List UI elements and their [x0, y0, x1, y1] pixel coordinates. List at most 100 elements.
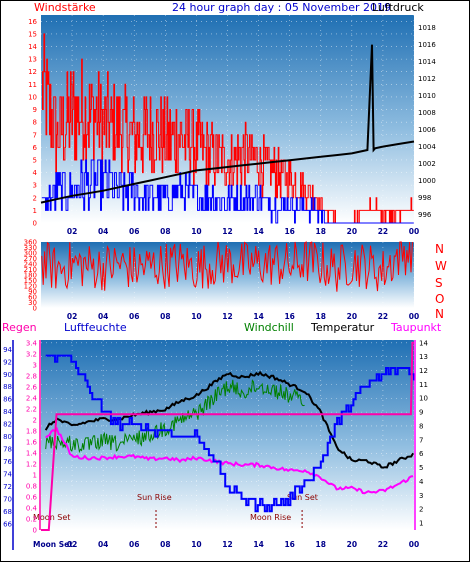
direction-time-tick-label: 00: [409, 312, 419, 321]
temperature-tick-label: 4: [419, 478, 424, 486]
rain-tick-label: 0.6: [26, 493, 38, 501]
climate-time-tick-label: 06: [129, 540, 139, 549]
climate-time-tick-label: 08: [160, 540, 170, 549]
rain-tick-label: 2.6: [26, 383, 38, 391]
taupunkt-label: Taupunkt: [390, 321, 442, 334]
time-tick-label: 06: [129, 227, 139, 236]
pressure-tick-label: 996: [418, 211, 432, 219]
direction-tick-label: 0: [33, 305, 37, 313]
dewpoint-series: [45, 426, 414, 495]
humidity-tick-label: 90: [3, 371, 12, 379]
temperature-tick-label: 10: [419, 395, 428, 403]
direction-tick-label: 240: [24, 261, 37, 269]
humidity-tick-label: 86: [3, 396, 12, 404]
time-tick-label: 08: [160, 227, 170, 236]
wind-tick-label: 3: [33, 182, 37, 190]
humidity-tick-label: 74: [3, 470, 12, 478]
temperature-tick-label: 13: [419, 353, 428, 361]
wind-tick-label: 13: [28, 56, 37, 64]
time-tick-label: 20: [347, 227, 357, 236]
rain-tick-label: 2.4: [26, 394, 38, 402]
direction-time-tick-label: 16: [284, 312, 294, 321]
humidity-tick-label: 92: [3, 358, 12, 366]
rain-tick-label: 0.8: [26, 482, 37, 490]
pressure-tick-label: 1006: [418, 126, 436, 134]
climate-time-tick-label: 00: [409, 540, 419, 549]
climate-time-tick-label: 14: [253, 540, 263, 549]
pressure-tick-label: 1014: [418, 58, 436, 66]
climate-time-tick-label: 20: [347, 540, 357, 549]
compass-o: O: [435, 292, 444, 306]
time-tick-label: 22: [378, 227, 388, 236]
humidity-tick-label: 78: [3, 446, 12, 454]
wind-tick-label: 14: [28, 43, 37, 51]
direction-tick-label: 360: [24, 239, 37, 247]
wind-gust-series: [41, 33, 414, 224]
rain-tick-label: 1: [33, 471, 37, 479]
direction-tick-label: 300: [24, 250, 37, 258]
humidity-tick-label: 82: [3, 421, 12, 429]
rain-tick-label: 0.2: [26, 515, 37, 523]
pressure-tick-label: 1008: [418, 109, 436, 117]
climate-time-tick-label: 10: [191, 540, 201, 549]
temperature-tick-label: 9: [419, 409, 423, 417]
pressure-tick-label: 1004: [418, 143, 436, 151]
humidity-series: [45, 354, 415, 513]
humidity-tick-label: 66: [3, 520, 12, 528]
windchill-series: [45, 379, 305, 454]
humidity-tick-label: 94: [3, 346, 12, 354]
compass-s: S: [435, 276, 443, 290]
rain-tick-label: 1.6: [26, 438, 38, 446]
direction-tick-label: 210: [24, 266, 37, 274]
sun-set-annotation: Sun Set: [287, 493, 318, 502]
wind-tick-label: 5: [33, 156, 37, 164]
humidity-tick-label: 80: [3, 433, 12, 441]
time-tick-label: 14: [253, 227, 263, 236]
direction-time-tick-label: 20: [347, 312, 357, 321]
rain-tick-label: 2.8: [26, 372, 37, 380]
time-tick-label: 10: [191, 227, 201, 236]
direction-tick-label: 120: [24, 283, 37, 291]
rain-tick-label: 2.2: [26, 405, 37, 413]
rain-tick-label: 3.2: [26, 350, 37, 358]
wind-tick-label: 16: [28, 18, 37, 26]
wind-tick-label: 10: [28, 93, 37, 101]
direction-time-tick-label: 04: [98, 312, 108, 321]
direction-time-tick-label: 14: [253, 312, 263, 321]
rain-tick-label: 3.4: [26, 339, 38, 347]
direction-time-tick-label: 06: [129, 312, 139, 321]
humidity-tick-label: 88: [3, 383, 12, 391]
direction-time-tick-label: 22: [378, 312, 388, 321]
compass-w: W: [435, 259, 447, 273]
wind-tick-label: 6: [33, 144, 38, 152]
pressure-tick-label: 1016: [418, 41, 436, 49]
direction-tick-label: 270: [24, 255, 37, 263]
rain-series: [41, 341, 414, 531]
temperature-tick-label: 7: [419, 436, 423, 444]
direction-time-tick-label: 02: [67, 312, 77, 321]
humidity-tick-label: 84: [3, 408, 12, 416]
direction-time-tick-label: 08: [160, 312, 170, 321]
rain-tick-label: 3: [33, 361, 37, 369]
luftfeuchte-label: Luftfeuchte: [64, 321, 127, 334]
pressure-tick-label: 1018: [418, 24, 436, 32]
wind-tick-label: 15: [28, 30, 37, 38]
wind-tick-label: 8: [33, 119, 37, 127]
rain-tick-label: 0: [33, 527, 37, 535]
wind-tick-label: 12: [28, 68, 37, 76]
temperature-tick-label: 5: [419, 464, 423, 472]
direction-tick-label: 30: [28, 299, 37, 307]
temperature-tick-label: 14: [419, 339, 428, 347]
wind-tick-label: 0: [33, 220, 37, 228]
header-left-label: Windstärke: [34, 1, 96, 14]
pressure-tick-label: 1012: [418, 75, 436, 83]
wind-tick-label: 1: [33, 207, 37, 215]
pressure-tick-label: 1010: [418, 92, 436, 100]
time-tick-label: 02: [67, 227, 77, 236]
pressure-tick-label: 1002: [418, 160, 436, 168]
header-right-label: Luftdruck: [372, 1, 424, 14]
wind-average-series: [41, 159, 414, 224]
windchill-label: Windchill: [244, 321, 294, 334]
pressure-tick-label: 998: [418, 194, 431, 202]
